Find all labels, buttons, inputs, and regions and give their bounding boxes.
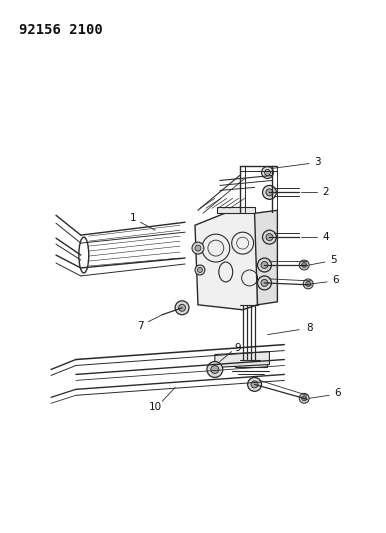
Polygon shape [217,207,254,213]
Circle shape [251,381,258,388]
Text: 6: 6 [333,275,339,285]
Circle shape [299,393,309,403]
Polygon shape [215,352,269,367]
Circle shape [299,260,309,270]
Circle shape [179,304,186,311]
Circle shape [303,279,313,289]
Text: 1: 1 [130,213,137,223]
Circle shape [306,281,311,286]
Circle shape [266,233,273,240]
Text: 4: 4 [323,232,329,242]
Circle shape [195,245,201,251]
Circle shape [211,366,219,374]
Circle shape [257,258,271,272]
Text: 8: 8 [306,322,313,333]
Circle shape [302,263,306,268]
Text: 10: 10 [149,402,162,412]
Circle shape [207,361,223,377]
Circle shape [262,230,276,244]
Circle shape [261,166,273,179]
Circle shape [192,242,204,254]
Text: 92156 2100: 92156 2100 [19,23,103,37]
Circle shape [262,185,276,199]
Circle shape [261,279,268,286]
Text: 7: 7 [137,321,144,330]
Circle shape [195,265,205,275]
Circle shape [247,377,261,391]
Text: 6: 6 [335,389,341,398]
Polygon shape [195,207,257,310]
Polygon shape [235,360,267,367]
Circle shape [264,169,271,175]
Circle shape [266,189,273,196]
Polygon shape [254,211,278,305]
Text: 5: 5 [331,255,337,265]
Text: 9: 9 [234,343,241,352]
Circle shape [261,262,268,269]
Circle shape [257,276,271,290]
Text: 2: 2 [323,188,329,197]
Circle shape [175,301,189,315]
Circle shape [302,396,306,401]
Circle shape [198,268,202,272]
Text: 3: 3 [314,157,320,166]
